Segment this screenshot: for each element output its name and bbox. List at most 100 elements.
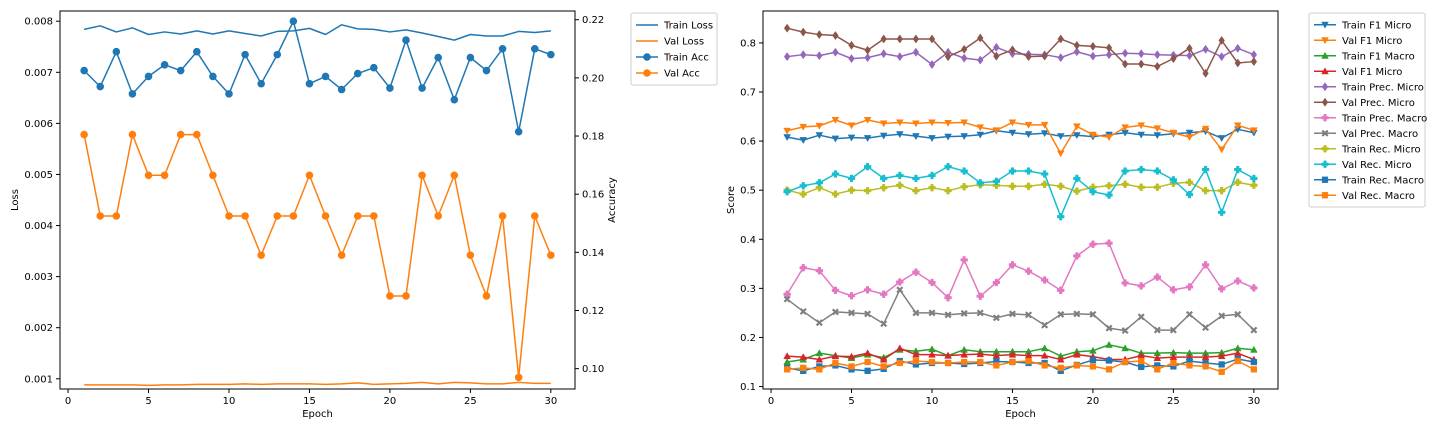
- data-point: [1041, 51, 1048, 61]
- data-point: [498, 212, 507, 220]
- data-point: [896, 286, 904, 294]
- data-point: [960, 309, 968, 317]
- data-point: [466, 53, 475, 62]
- data-point: [847, 309, 856, 317]
- data-point: [1057, 213, 1065, 221]
- series-line-val-loss: [84, 381, 551, 387]
- data-point: [530, 212, 539, 220]
- data-point: [831, 135, 840, 143]
- data-point: [1073, 362, 1080, 369]
- data-point: [1218, 35, 1225, 45]
- data-point: [1169, 286, 1178, 294]
- legend-marker: [1321, 97, 1329, 107]
- legend-label: Train Acc: [663, 53, 709, 64]
- data-point: [1089, 363, 1097, 370]
- data-point: [1218, 52, 1225, 62]
- data-point: [863, 187, 872, 195]
- x-tick-label: 10: [926, 396, 939, 407]
- data-point: [128, 130, 137, 139]
- legend-box: [1308, 12, 1426, 208]
- data-point: [799, 307, 807, 316]
- data-point: [928, 358, 936, 366]
- legend-label: Train Prec. Macro: [1341, 113, 1427, 124]
- data-point: [944, 133, 952, 141]
- data-point: [832, 47, 839, 57]
- data-point: [848, 54, 855, 64]
- data-point: [1073, 47, 1081, 57]
- data-point: [928, 135, 936, 143]
- data-point: [1057, 34, 1064, 44]
- data-point: [783, 352, 791, 360]
- data-point: [289, 212, 298, 220]
- legend-marker: [1321, 176, 1329, 183]
- data-point: [944, 162, 952, 171]
- data-point: [1105, 324, 1113, 332]
- data-point: [1201, 353, 1210, 361]
- x-tick-label: 15: [303, 396, 316, 407]
- data-point: [482, 292, 491, 300]
- series-line-train-rec-micro: [786, 181, 1254, 195]
- y-right-tick-label: 0.20: [582, 73, 604, 84]
- data-point: [961, 358, 968, 366]
- data-point: [1057, 310, 1065, 318]
- y-left-tick-label: 0.006: [24, 119, 53, 130]
- data-point: [928, 184, 936, 192]
- data-point: [944, 187, 952, 195]
- data-point: [1089, 51, 1097, 61]
- data-point: [176, 130, 185, 139]
- data-point: [831, 117, 840, 124]
- data-point: [863, 349, 872, 357]
- data-point: [1025, 357, 1032, 365]
- series-line-val-f1-micro: [786, 119, 1255, 155]
- data-point: [912, 350, 920, 358]
- data-point: [321, 212, 330, 220]
- data-point: [386, 84, 394, 92]
- data-point: [1041, 362, 1048, 369]
- data-point: [176, 66, 185, 75]
- x-tick-label: 20: [1087, 396, 1100, 407]
- data-point: [514, 373, 523, 382]
- legend-marker: [1321, 21, 1329, 29]
- data-point: [418, 171, 426, 180]
- data-point: [1040, 351, 1049, 359]
- data-point: [1153, 354, 1162, 362]
- data-point: [976, 131, 985, 139]
- data-point: [816, 51, 823, 61]
- data-point: [1138, 59, 1145, 69]
- data-point: [1234, 165, 1242, 174]
- data-point: [960, 119, 968, 127]
- data-point: [863, 286, 872, 294]
- series-val-f1-micro: [783, 117, 1258, 158]
- data-point: [960, 183, 968, 191]
- data-point: [1121, 48, 1129, 58]
- data-point: [1201, 165, 1210, 174]
- data-point: [1185, 190, 1194, 199]
- data-point: [847, 186, 856, 194]
- data-point: [800, 50, 807, 60]
- data-point: [1008, 167, 1017, 175]
- data-point: [800, 364, 807, 372]
- x-tick-label: 30: [544, 396, 557, 407]
- data-point: [273, 212, 282, 220]
- data-point: [1089, 188, 1097, 196]
- data-point: [815, 355, 824, 363]
- data-point: [783, 358, 791, 365]
- data-point: [879, 132, 888, 140]
- data-point: [192, 130, 201, 139]
- data-point: [1186, 43, 1193, 53]
- data-point: [273, 50, 282, 59]
- y-left-tick-label: 0.005: [24, 170, 53, 181]
- data-point: [895, 344, 904, 352]
- legend-label: Val Prec. Macro: [1342, 129, 1418, 140]
- data-point: [864, 53, 871, 63]
- data-point: [816, 366, 823, 373]
- data-point: [144, 171, 153, 180]
- data-point: [912, 47, 920, 57]
- x-tick-label: 5: [848, 396, 854, 407]
- data-point: [799, 182, 807, 190]
- data-point: [1089, 41, 1097, 51]
- legend-label: Train F1 Micro: [1341, 20, 1411, 31]
- series-train-loss: [83, 24, 551, 41]
- data-point: [370, 212, 378, 220]
- data-point: [80, 130, 88, 139]
